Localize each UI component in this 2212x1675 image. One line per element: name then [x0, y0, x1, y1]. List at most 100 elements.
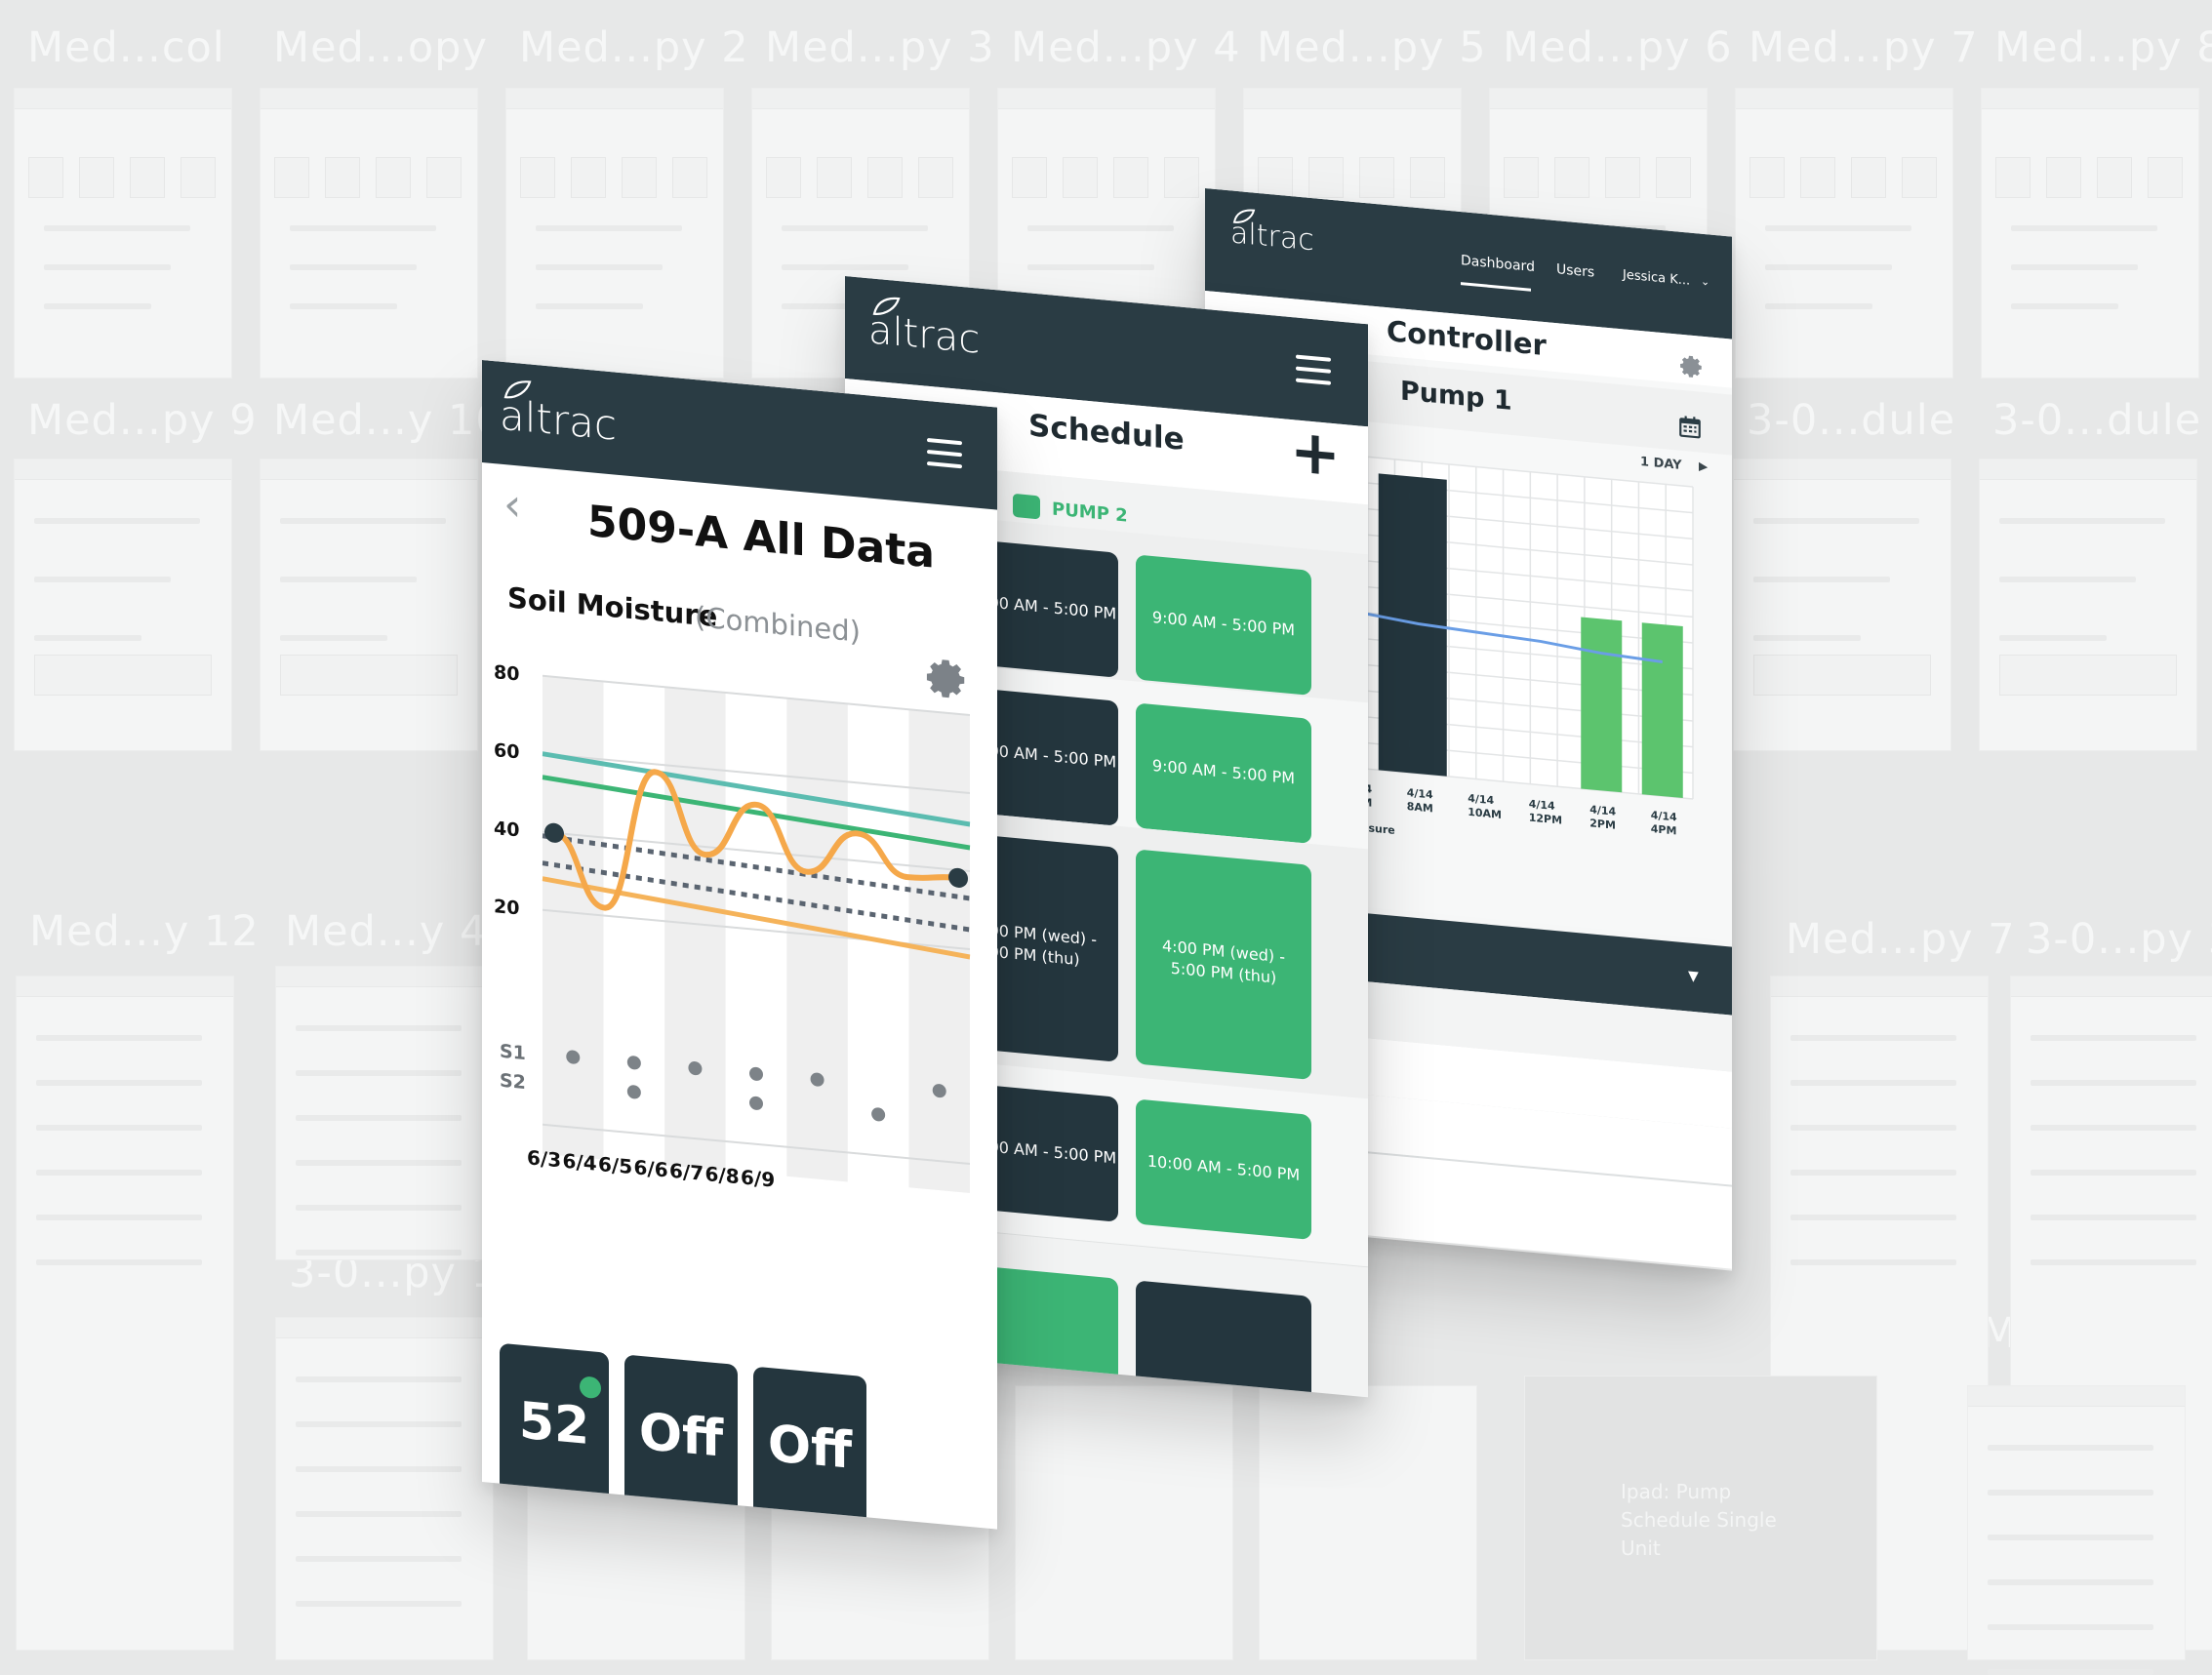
- pump2-schedule-tile[interactable]: 4:00 PM (wed) - 5:00 PM (thu): [1136, 849, 1311, 1080]
- artboard-line: [2011, 264, 2138, 270]
- schedule-time-label: 4:00 PM (wed) - 5:00 PM (thu): [1162, 936, 1285, 987]
- x-tick-label: 4/14: [1407, 786, 1433, 801]
- artboard: [14, 88, 232, 379]
- artboard-block: [1800, 157, 1835, 198]
- artboard-bar: [1734, 459, 1951, 480]
- altrac-logo: altrac: [1230, 209, 1314, 258]
- altrac-logo: altrac: [868, 297, 980, 363]
- artboard-title: Med...opy: [273, 23, 488, 72]
- artboard: [1733, 459, 1951, 751]
- artboard-block: [1359, 157, 1394, 198]
- artboard-block: [2097, 157, 2132, 198]
- artboard: Ipad: Pump Schedule Single Unit: [1524, 1376, 1877, 1660]
- artboard-line: [280, 577, 417, 582]
- triangle-right-icon[interactable]: ▶: [1699, 459, 1709, 474]
- add-button[interactable]: +: [1290, 414, 1341, 491]
- sensor-dot: [626, 1085, 641, 1099]
- artboard-title: 3-0...py 3: [2026, 915, 2212, 964]
- artboard-line: [536, 264, 663, 270]
- artboard-block: [1012, 157, 1047, 198]
- artboard-block: [1995, 157, 2031, 198]
- grid-line: [543, 830, 970, 872]
- artboard-bar: [2011, 977, 2212, 997]
- calendar-icon[interactable]: [1677, 414, 1703, 441]
- artboard-bar: [1771, 977, 1988, 997]
- artboard-line: [1790, 1215, 1956, 1220]
- artboard-block: [34, 655, 212, 696]
- nav-users[interactable]: Users: [1556, 261, 1595, 281]
- artboard-block: [1605, 157, 1640, 198]
- artboard-line: [1790, 1080, 1956, 1086]
- chart-column-band: [786, 698, 848, 1182]
- leaf-icon: [503, 380, 532, 399]
- pump2-schedule-tile[interactable]: 9:00 AM - 5:00 PM: [1136, 554, 1311, 696]
- threshold-line: [542, 751, 971, 827]
- back-chevron-icon[interactable]: ‹: [503, 477, 522, 532]
- artboard: [1967, 1385, 2186, 1675]
- run-signal-bar[interactable]: [1581, 617, 1623, 793]
- artboard-bar: [261, 459, 477, 480]
- artboard-block: [325, 157, 360, 198]
- artboard-block: [181, 157, 216, 198]
- artboard-bar: [1244, 89, 1461, 109]
- artboard-line: [1988, 1490, 2153, 1496]
- tile-value: Off: [638, 1402, 724, 1469]
- gear-icon[interactable]: [1679, 353, 1705, 380]
- caret-down-icon[interactable]: ▼: [1688, 968, 1699, 985]
- altrac-logo: altrac: [500, 380, 617, 450]
- ipad-artboard-label: Ipad: Pump Schedule Single Unit: [1621, 1480, 1777, 1560]
- artboard-bar: [276, 1318, 493, 1338]
- artboard-line: [1027, 225, 1174, 231]
- artboard: [1979, 459, 2197, 751]
- artboard-line: [1988, 1579, 2153, 1585]
- hamburger-menu-icon[interactable]: [1296, 354, 1331, 385]
- nav-user-menu[interactable]: Jessica K...: [1623, 267, 1691, 289]
- output-bar[interactable]: [1378, 473, 1447, 777]
- artboard-line: [1765, 303, 1872, 309]
- artboard-line: [1988, 1535, 2153, 1540]
- nav-dashboard[interactable]: Dashboard: [1461, 253, 1535, 276]
- artboard-line: [782, 303, 889, 309]
- artboard-line: [1790, 1035, 1956, 1041]
- artboard-block: [867, 157, 903, 198]
- artboard-bar: [506, 89, 723, 109]
- artboard: [1015, 1385, 1233, 1660]
- status-indicator-dot: [580, 1376, 601, 1400]
- series-start-marker[interactable]: [544, 822, 564, 844]
- range-selector[interactable]: 1 DAY: [1640, 455, 1682, 473]
- grid-line: [543, 674, 970, 716]
- artboard-block: [1410, 157, 1445, 198]
- gear-icon[interactable]: [925, 655, 970, 703]
- artboard-line: [536, 225, 682, 231]
- artboard-line: [2031, 1259, 2196, 1265]
- legend-label[interactable]: PUMP 2: [1052, 499, 1128, 527]
- artboard-line: [536, 303, 643, 309]
- y-tick-label: 20: [494, 896, 519, 919]
- artboard-block: [766, 157, 801, 198]
- pump2-schedule-tile[interactable]: 9:00 AM - 5:00 PM: [1136, 702, 1311, 844]
- artboard: [16, 976, 234, 1651]
- run-signal-bar[interactable]: [1641, 622, 1683, 799]
- artboard-block: [1113, 157, 1148, 198]
- artboard-line: [2031, 1170, 2196, 1176]
- artboard-bar: [752, 89, 969, 109]
- artboard-line: [296, 1421, 462, 1427]
- status-tile[interactable]: Off: [753, 1366, 866, 1530]
- series-end-marker[interactable]: [948, 867, 968, 889]
- x-tick-label: 6/6: [634, 1155, 668, 1181]
- chevron-down-icon[interactable]: ⌄: [1701, 274, 1710, 289]
- artboard-line: [296, 1160, 462, 1166]
- sensor-dot: [626, 1056, 641, 1070]
- artboard-title: Med...y 4: [285, 907, 488, 956]
- legend-swatch: [1013, 493, 1040, 520]
- x-tick-label: 6/8: [705, 1162, 740, 1188]
- pump2-schedule-tile[interactable]: 10:00 AM - 5:00 PM: [1136, 1098, 1311, 1240]
- threshold-line: [542, 775, 971, 851]
- chart-column-band: [664, 687, 726, 1171]
- artboard-line: [296, 1205, 462, 1211]
- x-tick-label: 6/5: [598, 1152, 632, 1178]
- hamburger-menu-icon[interactable]: [927, 437, 962, 469]
- schedule-time-label: 10:00 AM - 5:00 PM: [1146, 1151, 1301, 1184]
- artboard-line: [782, 225, 928, 231]
- artboard-line: [1999, 577, 2136, 582]
